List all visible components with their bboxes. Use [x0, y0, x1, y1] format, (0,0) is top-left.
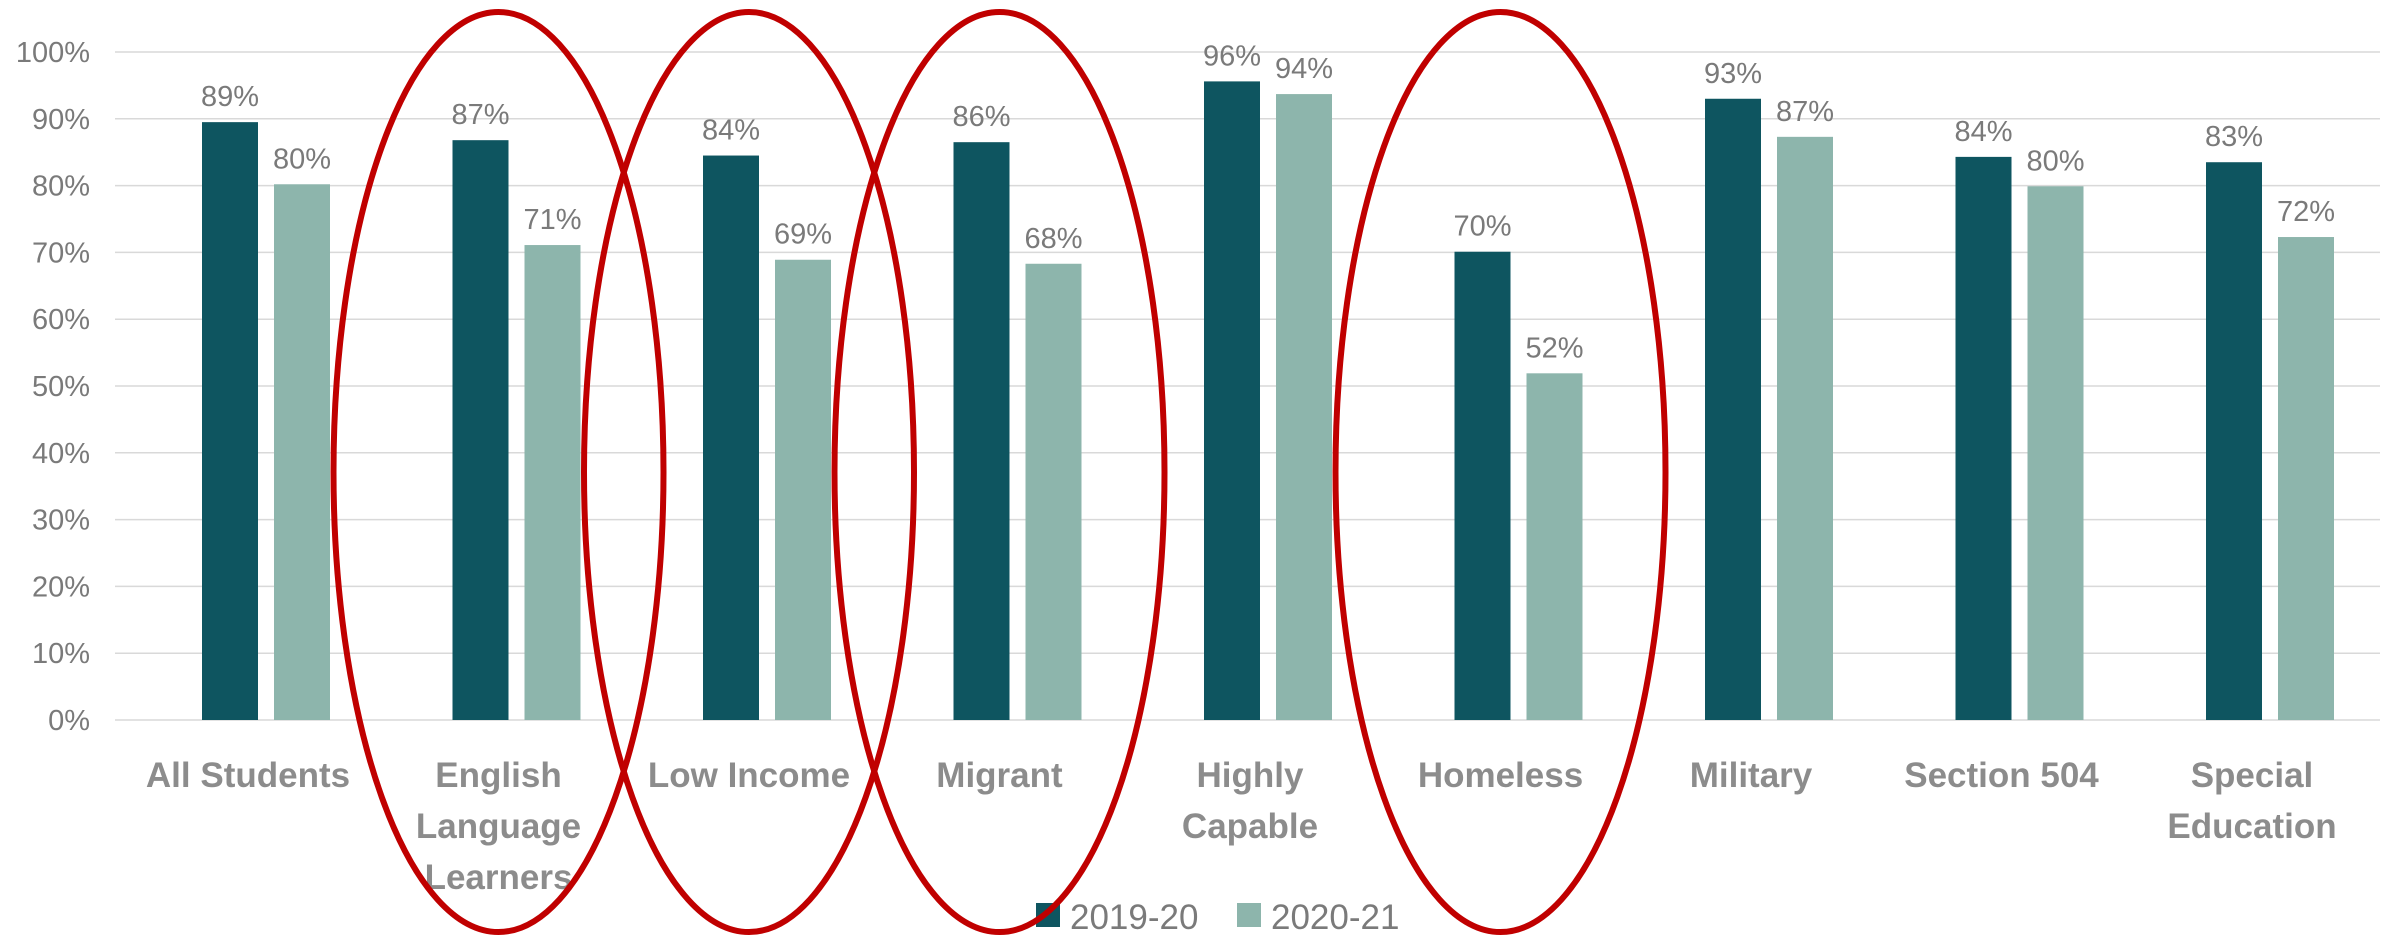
- y-tick-label: 60%: [32, 304, 90, 336]
- data-label: 72%: [2277, 196, 2335, 228]
- data-label: 86%: [952, 101, 1010, 133]
- y-tick-label: 10%: [32, 638, 90, 670]
- category-label: Section 504: [1904, 756, 2099, 795]
- data-label: 87%: [451, 99, 509, 131]
- bar-2020-21: [274, 184, 330, 720]
- bar-2020-21: [1276, 94, 1332, 721]
- category-label: Education: [2167, 807, 2336, 846]
- legend: 2019-20 2020-21: [1036, 898, 1399, 937]
- category-label: Low Income: [648, 756, 850, 795]
- bar-2020-21: [2278, 237, 2334, 720]
- data-label: 89%: [201, 81, 259, 113]
- data-label: 68%: [1024, 223, 1082, 255]
- category-label: Migrant: [936, 756, 1063, 795]
- data-label: 84%: [1954, 116, 2012, 148]
- y-tick-label: 40%: [32, 438, 90, 470]
- y-tick-label: 90%: [32, 104, 90, 136]
- category-label: Language: [416, 807, 581, 846]
- bar-2020-21: [775, 259, 831, 720]
- highlight-ellipse: [581, 9, 917, 935]
- highlight-ellipses: [330, 9, 1669, 935]
- y-tick-label: 0%: [48, 705, 90, 737]
- legend-label: 2019-20: [1070, 898, 1198, 937]
- bar-2019-20: [2206, 162, 2262, 721]
- category-label: Capable: [1182, 807, 1318, 846]
- legend-label: 2020-21: [1271, 898, 1399, 937]
- data-label: 83%: [2205, 121, 2263, 153]
- bar-2020-21: [1777, 136, 1833, 720]
- category-label: English: [435, 756, 561, 795]
- category-label: Highly: [1197, 756, 1304, 795]
- bar-2019-20: [703, 155, 759, 721]
- bar-2020-21: [2027, 186, 2084, 720]
- y-tick-label: 50%: [32, 371, 90, 403]
- data-label: 69%: [774, 219, 832, 251]
- data-label: 70%: [1453, 211, 1511, 243]
- data-label: 80%: [2026, 145, 2084, 177]
- y-tick-label: 70%: [32, 237, 90, 269]
- data-label: 94%: [1275, 53, 1333, 85]
- data-label: 96%: [1203, 40, 1261, 72]
- bar-2019-20: [202, 122, 258, 720]
- category-label: Learners: [425, 858, 573, 897]
- data-label: 84%: [702, 115, 760, 147]
- category-label: Special: [2191, 756, 2314, 795]
- category-label: Homeless: [1418, 756, 1583, 795]
- y-tick-label: 100%: [16, 37, 90, 69]
- y-tick-label: 30%: [32, 505, 90, 537]
- bar-2019-20: [1204, 81, 1260, 721]
- y-axis-ticks: 0% 10% 20% 30% 40% 50% 60% 70% 80% 90% 100%: [16, 37, 90, 737]
- bar-2019-20: [1454, 251, 1511, 720]
- data-label: 87%: [1776, 96, 1834, 128]
- highlight-ellipse: [330, 9, 667, 935]
- bar-2019-20: [1705, 98, 1761, 720]
- category-label: All Students: [146, 756, 350, 795]
- bar-2020-21: [1025, 263, 1082, 720]
- bar-2019-20: [1955, 156, 2012, 721]
- data-label: 80%: [273, 143, 331, 175]
- bar-2019-20: [452, 140, 509, 720]
- bar-2020-21: [524, 245, 581, 720]
- highlight-ellipse: [1332, 9, 1669, 935]
- highlight-ellipse: [831, 9, 1168, 935]
- bar-2019-20: [953, 142, 1010, 720]
- data-label: 93%: [1704, 58, 1762, 90]
- category-labels: All Students English Language Learners Low I…: [146, 756, 2337, 897]
- data-labels: 89% 80% 87% 71% 84% 69% 86% 68% 96% 94% 70% 52% 93% 8…: [201, 40, 2335, 364]
- data-label: 71%: [523, 204, 581, 236]
- y-tick-label: 80%: [32, 171, 90, 203]
- bar-2020-21: [1526, 373, 1583, 720]
- data-label: 52%: [1525, 332, 1583, 364]
- y-tick-label: 20%: [32, 571, 90, 603]
- legend-swatch: [1237, 903, 1261, 927]
- bars: [202, 81, 2334, 721]
- category-label: Military: [1690, 756, 1813, 795]
